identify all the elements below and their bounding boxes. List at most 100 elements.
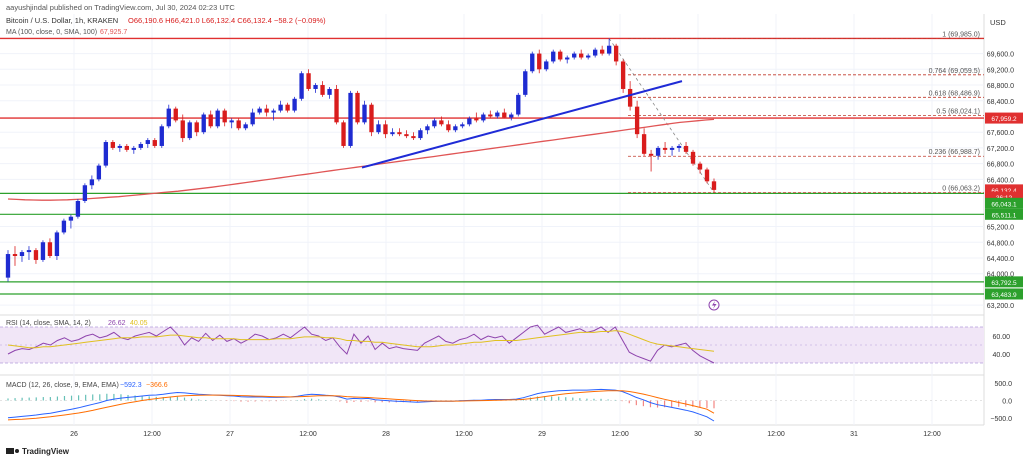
candle-body [110, 142, 116, 148]
price-tick-label: 64,000.0 [987, 272, 1014, 279]
price-badge-label: 63,792.5 [991, 280, 1017, 287]
price-pane[interactable]: 1 (69,985.0) 0.764 (69,059.5) 0.618 (68,48… [0, 31, 984, 295]
time-tick-label: 30 [694, 431, 702, 438]
price-tick-label: 66,400.0 [987, 177, 1014, 184]
candle-body [54, 232, 60, 257]
candle-body [599, 49, 605, 54]
candle-body [397, 132, 402, 135]
rsi-tick-label: 40.00 [992, 352, 1010, 359]
candle-body [481, 114, 486, 121]
price-badge [985, 197, 1023, 209]
candle-body [187, 122, 192, 139]
candle-body [334, 88, 339, 123]
candle-body [551, 51, 556, 62]
axes: 69,600.0 69,200.0 68,800.0 68,400.0 67,600.0… [70, 52, 1014, 438]
macd-value-1: −592.3 [120, 382, 142, 389]
macd-tick-label: 500.0 [994, 381, 1012, 388]
candle-body [376, 124, 381, 133]
candle-body [355, 92, 360, 123]
price-badge [985, 208, 1023, 220]
time-tick-label: 12:00 [767, 431, 785, 438]
macd-signal-line [7, 390, 715, 421]
candle-body [509, 114, 514, 118]
candle-body [669, 147, 675, 150]
time-tick-label: 12:00 [299, 431, 317, 438]
candle-body [152, 140, 157, 146]
fib-level-label: 0.618 (68,486.9) [929, 90, 980, 97]
price-badge-label: 63,483.9 [991, 292, 1017, 299]
candle-body [558, 51, 563, 60]
fib-level-label: 0.236 (66,988.7) [929, 149, 980, 156]
candle-body [579, 53, 584, 58]
ma-value: 67,925.7 [100, 29, 127, 36]
alert-icon[interactable] [708, 299, 720, 311]
candle-body [348, 92, 353, 146]
candle-body [411, 136, 416, 139]
ma-100-line [7, 118, 715, 201]
candle-body [341, 122, 346, 146]
fib-diagonal [608, 38, 715, 193]
tradingview-logo-icon [6, 448, 19, 454]
candle-body [166, 108, 171, 127]
candle-body [278, 104, 283, 111]
candle-body [236, 120, 241, 129]
candle-body [271, 110, 276, 113]
candle-body [655, 147, 661, 156]
price-tick-label: 68,800.0 [987, 83, 1014, 90]
macd-pane[interactable] [0, 388, 984, 422]
candle-body [12, 254, 18, 257]
candle-body [502, 112, 507, 118]
macd-line [7, 388, 715, 422]
time-tick-label: 12:00 [455, 431, 473, 438]
candle-body [292, 98, 297, 111]
price-badges: 67,959.266,132.436:1266,043.165,511.163,… [985, 112, 1023, 300]
rsi-value-1: 26.62 [108, 320, 126, 327]
fib-level-label: 1 (69,985.0) [942, 31, 980, 38]
candle-body [299, 73, 304, 99]
price-badge-label: 66,132.4 [991, 188, 1017, 195]
candle-body [19, 252, 25, 257]
time-tick-label: 28 [382, 431, 390, 438]
price-tick-label: 63,200.0 [987, 303, 1014, 310]
candle-body [68, 216, 74, 221]
price-badge [985, 112, 1023, 124]
candle-body [453, 126, 458, 131]
price-badge [985, 184, 1023, 196]
macd-tick-label: 0.0 [1002, 399, 1012, 406]
candle-body [648, 153, 654, 156]
candle-body [26, 250, 32, 253]
candle-body [222, 110, 227, 123]
price-tick-label: 66,800.0 [987, 162, 1014, 169]
candle-body [474, 118, 479, 121]
candle-body [96, 165, 102, 180]
candle-body [257, 108, 262, 113]
candle-body [250, 112, 255, 125]
macd-title: MACD (12, 26, close, 9, EMA, EMA) [6, 382, 119, 389]
candle-body [418, 130, 423, 139]
publish-line: aayushjindal published on TradingView.co… [6, 3, 235, 12]
candle-body [180, 120, 185, 139]
candle-body [124, 145, 129, 150]
candle-body [565, 57, 570, 60]
candle-body [61, 220, 67, 233]
candle-body [369, 104, 374, 133]
candle-body [243, 124, 248, 129]
candle-body [159, 126, 164, 146]
candle-body [676, 145, 682, 148]
rsi-pane[interactable] [0, 324, 984, 364]
candle-body [145, 140, 150, 144]
candle-body [404, 134, 409, 137]
ohlc-header: O66,190.6 H66,421.0 L66,132.4 C66,132.4 … [128, 16, 326, 25]
time-tick-label: 26 [70, 431, 78, 438]
candle-body [306, 73, 311, 89]
price-badge-label: 67,959.2 [991, 116, 1017, 123]
fib-level-label: 0.5 (68,024.1) [936, 109, 980, 116]
tradingview-logo: TradingView [22, 447, 70, 456]
candle-body [82, 185, 88, 201]
bullish-trendline [361, 80, 683, 169]
candle-body [75, 200, 81, 217]
candle-body [495, 112, 500, 117]
candle-body [606, 45, 612, 54]
candle-body [704, 169, 710, 182]
